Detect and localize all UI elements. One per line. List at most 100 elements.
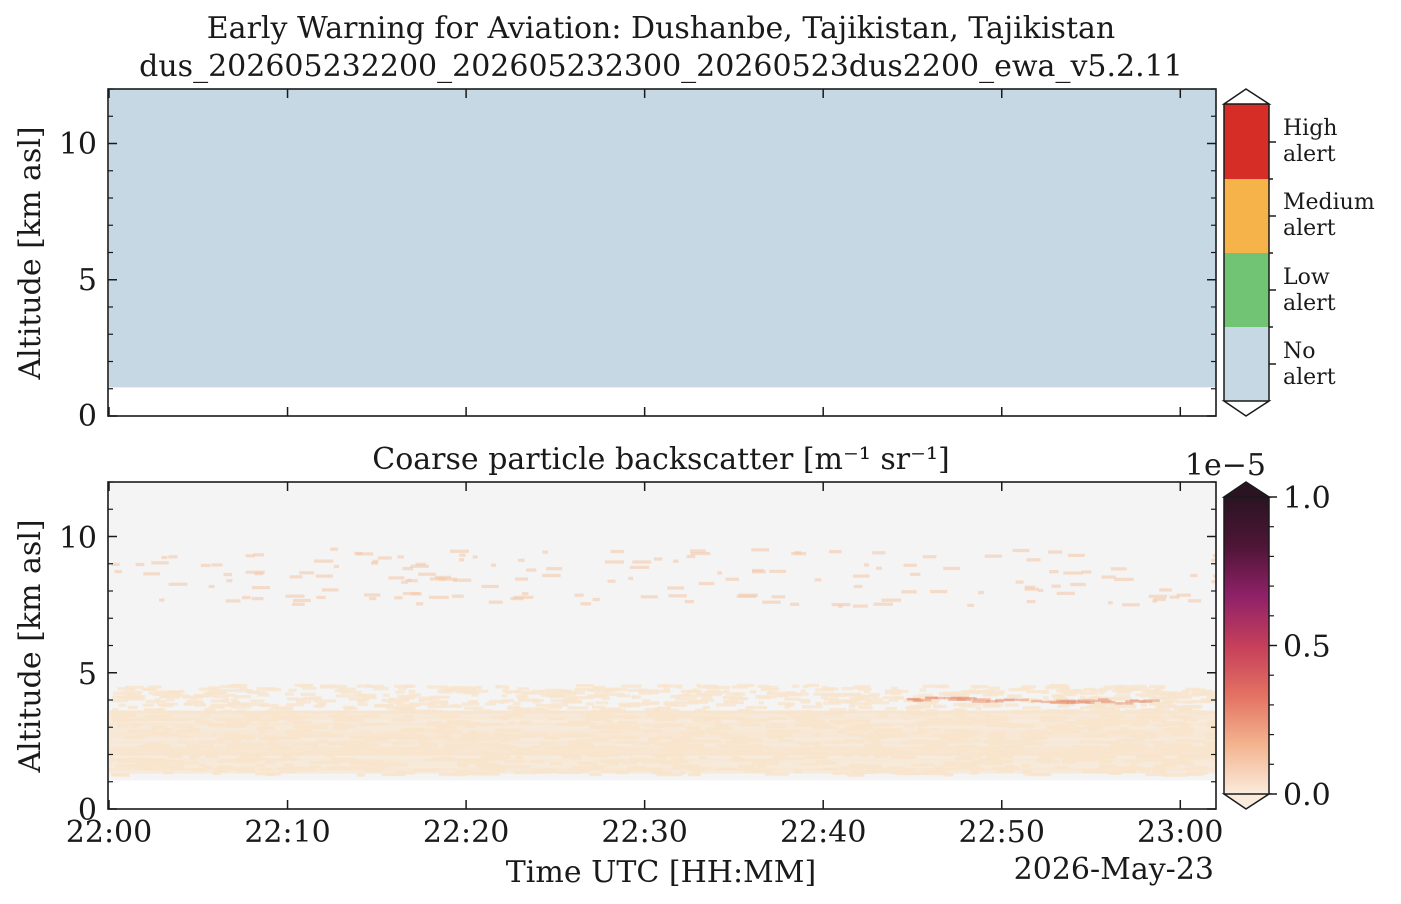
- backscatter-streak: [836, 746, 854, 750]
- backscatter-streak: [1101, 696, 1122, 701]
- backscatter-streak: [590, 709, 598, 713]
- backscatter-streak: [601, 696, 610, 701]
- backscatter-streak: [852, 724, 869, 728]
- backscatter-streak: [409, 752, 429, 756]
- backscatter-streak: [231, 698, 239, 702]
- backscatter-streak: [1113, 766, 1138, 770]
- backscatter-streak: [456, 687, 476, 691]
- backscatter-streak: [700, 698, 714, 702]
- backscatter-streak: [487, 722, 503, 727]
- backscatter-streak: [1176, 756, 1197, 760]
- backscatter-streak: [327, 684, 348, 689]
- backscatter-streak: [884, 752, 912, 757]
- backscatter-streak: [1079, 740, 1099, 744]
- backscatter-streak: [205, 754, 218, 759]
- backscatter-streak: [1191, 690, 1197, 694]
- backscatter-streak: [394, 596, 403, 600]
- backscatter-streak: [266, 742, 287, 746]
- backscatter-streak: [755, 758, 781, 762]
- backscatter-streak: [1061, 702, 1076, 706]
- backscatter-streak: [1145, 758, 1168, 762]
- backscatter-streak: [996, 769, 1014, 773]
- backscatter-streak: [593, 692, 609, 696]
- backscatter-streak: [313, 704, 325, 708]
- backscatter-streak: [517, 558, 525, 562]
- backscatter-streak: [813, 755, 828, 760]
- backscatter-streak: [1145, 752, 1162, 757]
- backscatter-streak: [955, 748, 969, 753]
- backscatter-streak: [565, 747, 578, 751]
- backscatter-streak: [539, 708, 547, 712]
- backscatter-streak: [258, 736, 280, 741]
- backscatter-streak: [942, 684, 949, 688]
- backscatter-streak: [933, 734, 959, 738]
- backscatter-streak: [367, 764, 391, 769]
- backscatter-streak: [211, 733, 218, 737]
- backscatter-streak: [946, 738, 962, 742]
- backscatter-streak: [764, 745, 771, 749]
- backscatter-streak: [118, 759, 146, 763]
- backscatter-streak: [146, 767, 159, 771]
- backscatter-streak: [616, 725, 630, 729]
- backscatter-streak: [1176, 739, 1205, 743]
- backscatter-streak: [766, 729, 794, 733]
- backscatter-streak: [424, 758, 445, 762]
- backscatter-streak: [481, 756, 499, 760]
- backscatter-streak: [1107, 729, 1129, 734]
- backscatter-streak: [212, 695, 229, 699]
- backscatter-streak: [1206, 694, 1216, 698]
- backscatter-streak: [422, 728, 445, 732]
- backscatter-streak: [178, 735, 191, 739]
- backscatter-streak: [508, 721, 516, 725]
- backscatter-streak: [1048, 550, 1063, 554]
- backscatter-streak: [794, 723, 817, 727]
- backscatter-streak: [764, 685, 779, 689]
- backscatter-streak: [577, 761, 598, 765]
- backscatter-streak: [660, 684, 683, 688]
- backscatter-streak: [427, 720, 443, 724]
- backscatter-streak: [1185, 767, 1198, 771]
- backscatter-streak: [943, 773, 954, 777]
- backscatter-streak: [903, 698, 919, 703]
- backscatter-streak: [695, 766, 711, 770]
- backscatter-streak: [1090, 688, 1108, 693]
- backscatter-streak: [1064, 750, 1091, 754]
- backscatter-streak: [1093, 718, 1120, 722]
- backscatter-streak: [515, 755, 523, 760]
- backscatter-streak: [864, 743, 883, 747]
- backscatter-streak: [144, 742, 163, 746]
- backscatter-streak: [985, 759, 1013, 764]
- backscatter-streak: [1199, 692, 1213, 697]
- backscatter-streak: [781, 693, 803, 697]
- backscatter-streak: [865, 770, 890, 774]
- backscatter-streak: [1122, 730, 1142, 734]
- backscatter-streak: [330, 547, 338, 551]
- backscatter-streak: [441, 756, 451, 760]
- backscatter-streak: [1190, 766, 1208, 770]
- backscatter-streak: [1205, 736, 1216, 740]
- backscatter-streak: [182, 749, 201, 753]
- backscatter-streak: [1206, 720, 1216, 725]
- backscatter-streak: [784, 697, 800, 701]
- backscatter-streak: [679, 771, 686, 775]
- backscatter-streak: [148, 691, 157, 695]
- backscatter-streak: [522, 691, 544, 695]
- backscatter-streak: [1020, 686, 1034, 690]
- backscatter-streak: [874, 754, 881, 759]
- alert-colorbar-category: [1224, 104, 1269, 179]
- backscatter-streak: [405, 741, 416, 745]
- backscatter-streak: [813, 692, 833, 696]
- backscatter-streak: [586, 713, 614, 718]
- backscatter-streak: [245, 757, 267, 761]
- backscatter-streak: [494, 765, 507, 769]
- backscatter-streak: [618, 702, 632, 706]
- backscatter-streak: [995, 700, 1004, 703]
- backscatter-streak: [907, 698, 922, 701]
- backscatter-streak: [246, 702, 269, 707]
- backscatter-streak: [1063, 571, 1083, 575]
- backscatter-streak: [1178, 705, 1194, 710]
- backscatter-streak: [542, 573, 561, 578]
- backscatter-streak: [320, 732, 329, 736]
- backscatter-streak: [255, 772, 282, 776]
- backscatter-streak: [958, 746, 977, 750]
